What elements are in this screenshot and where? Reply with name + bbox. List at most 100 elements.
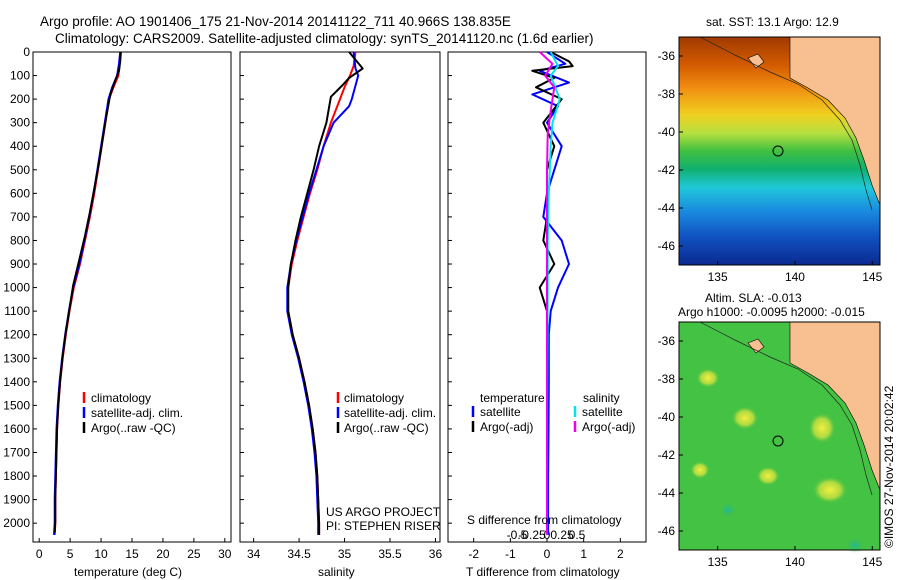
legend-label-climatology: climatology xyxy=(91,391,151,405)
map-x-tick-label: 145 xyxy=(862,555,882,569)
sst-map-field xyxy=(679,36,881,265)
salinity-panel: 34 34.5 35 35.5 36 salinity climatology sate… xyxy=(239,51,442,579)
y-tick-label: 1600 xyxy=(3,422,30,436)
series-line-satellite-adj-clim- xyxy=(286,51,360,535)
map-y-tick-label: -44 xyxy=(658,486,676,500)
sla-map-title-1: Altim. SLA: -0.013 xyxy=(705,291,802,305)
temperature-x-label: temperature (deg C) xyxy=(74,565,182,579)
legend-label-argo: Argo(..raw -QC) xyxy=(344,421,429,435)
map-y-tick-label: -42 xyxy=(658,163,676,177)
sst-map: sat. SST: 13.1 Argo: 12.9 135 140 145 -36 -3… xyxy=(658,15,883,284)
y-tick-label: 900 xyxy=(10,257,30,271)
sst-shelf-contour xyxy=(699,36,873,211)
sla-anomaly-4 xyxy=(696,368,720,388)
depth-axis: 0 100 200 300 400 500 600 700 800 900 1000 1100 1200… xyxy=(3,45,37,530)
s-tick-label: -0.25 xyxy=(518,528,546,542)
sst-coast-island xyxy=(747,53,765,69)
sla-anomaly-6 xyxy=(690,461,710,479)
series-line-climatology xyxy=(287,51,357,535)
y-tick-label: 600 xyxy=(10,186,30,200)
x-tick-label: 34 xyxy=(247,547,261,561)
map-y-tick-label: -44 xyxy=(658,201,676,215)
y-tick-label: 700 xyxy=(10,210,30,224)
sla-anomaly-3 xyxy=(812,476,848,504)
legend-title-salinity: salinity xyxy=(583,391,620,405)
temperature-plot-frame xyxy=(32,51,232,543)
map-x-tick-label: 140 xyxy=(785,270,805,284)
sla-map-frame xyxy=(678,321,881,551)
y-tick-label: 1500 xyxy=(3,398,30,412)
x-tick-label: 2 xyxy=(617,547,624,561)
legend-label-t-satellite: satellite xyxy=(480,405,521,419)
map-y-tick-label: -36 xyxy=(658,334,676,348)
sla-anomaly-7 xyxy=(719,502,737,518)
salinity-series xyxy=(286,51,364,535)
series-line-t-satellite xyxy=(531,51,570,535)
x-tick-label: 20 xyxy=(156,547,170,561)
s-tick-label: 0 xyxy=(544,528,551,542)
sla-map: Altim. SLA: -0.013 Argo h1000: -0.0095 h… xyxy=(658,291,883,569)
x-tick-label: 0 xyxy=(544,547,551,561)
x-tick-label: 15 xyxy=(125,547,139,561)
x-tick-label: 1 xyxy=(580,547,587,561)
map-y-tick-label: -38 xyxy=(658,372,676,386)
y-tick-label: 0 xyxy=(23,45,30,59)
y-tick-label: 1300 xyxy=(3,351,30,365)
salinity-y-ticks xyxy=(240,51,244,524)
s-tick-label: 0.5 xyxy=(569,528,586,542)
y-tick-label: 1100 xyxy=(4,304,30,318)
sla-coast-island xyxy=(747,338,765,354)
legend-label-t-argo: Argo(-adj) xyxy=(480,420,533,434)
temperature-legend: climatology satellite-adj. clim. Argo(..… xyxy=(82,391,183,435)
salinity-x-axis: 34 34.5 35 35.5 36 xyxy=(247,538,442,561)
map-y-tick-label: -38 xyxy=(658,87,676,101)
sla-anomaly-2 xyxy=(731,406,759,430)
series-line-climatology xyxy=(53,51,122,535)
map-x-tick-label: 135 xyxy=(708,270,728,284)
t-difference-x-axis: -2 -1 0 1 2 xyxy=(468,538,624,561)
map-y-tick-label: -36 xyxy=(658,49,676,63)
y-tick-label: 300 xyxy=(10,116,30,130)
s-difference-x-axis: -0.5-0.250 0.250.5 xyxy=(507,528,586,542)
legend-label-argo: Argo(..raw -QC) xyxy=(91,421,176,435)
temperature-panel: 0100200300400500600700800900100011001200… xyxy=(3,45,232,579)
project-label: US ARGO PROJECT xyxy=(326,505,441,519)
sla-anomaly-1 xyxy=(808,412,836,444)
salinity-x-label: salinity xyxy=(318,565,355,579)
y-tick-label: 1200 xyxy=(3,328,30,342)
x-tick-label: -1 xyxy=(505,547,516,561)
map-y-tick-label: -46 xyxy=(658,524,676,538)
sla-map-field xyxy=(679,321,881,553)
map-y-tick-label: -40 xyxy=(658,125,676,139)
legend-label-climatology: climatology xyxy=(344,391,404,405)
x-tick-label: 35.5 xyxy=(378,547,402,561)
map-y-tick-label: -42 xyxy=(658,448,676,462)
legend-label-satellite: satellite-adj. clim. xyxy=(91,406,183,420)
salinity-plot-frame xyxy=(239,51,441,543)
y-tick-label: 500 xyxy=(10,163,30,177)
series-line-argo-raw-qc- xyxy=(53,51,122,533)
sla-argo-marker xyxy=(772,435,784,447)
sst-map-axes: 135 140 145 -36 -38 -40 -42 -44 -46 xyxy=(658,49,883,284)
difference-panel: -2 -1 0 1 2 -0.5-0.250 0.250.5 T difference f… xyxy=(447,51,647,579)
x-tick-label: 36 xyxy=(429,547,443,561)
y-tick-label: 2000 xyxy=(3,516,30,530)
legend-label-satellite: satellite-adj. clim. xyxy=(344,406,436,420)
sst-map-frame xyxy=(678,36,881,266)
y-tick-label: 800 xyxy=(10,233,30,247)
header-line-2: Climatology: CARS2009. Satellite-adjuste… xyxy=(55,31,594,46)
s-tick-label: 0.25 xyxy=(550,528,574,542)
s-difference-x-label: S difference from climatology xyxy=(467,513,622,527)
y-tick-label: 100 xyxy=(10,69,30,83)
sla-shelf-contour xyxy=(699,321,873,496)
x-tick-label: 34.5 xyxy=(287,547,311,561)
map-x-tick-label: 140 xyxy=(785,555,805,569)
x-tick-label: 25 xyxy=(187,547,201,561)
sla-anomaly-5 xyxy=(756,466,780,486)
sst-map-title: sat. SST: 13.1 Argo: 12.9 xyxy=(706,15,839,29)
series-line-s-argo-adj- xyxy=(539,51,556,535)
legend-title-temperature: temperature xyxy=(480,391,545,405)
sla-anomaly-8 xyxy=(845,537,865,553)
y-tick-label: 1400 xyxy=(3,375,30,389)
s-tick-label: -0.5 xyxy=(507,528,528,542)
